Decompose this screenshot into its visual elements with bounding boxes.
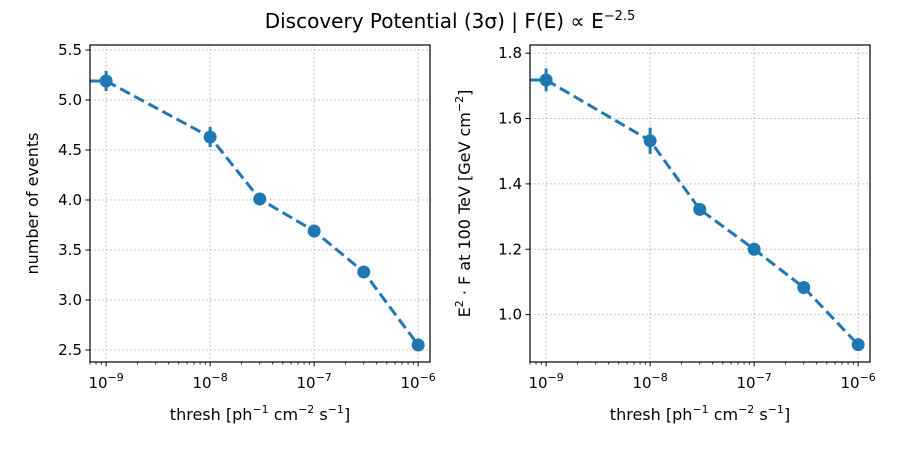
left-chart-panel: 10−9 10−8 10−7 10−6 2.5 3.0 3.5 4.0 4.5 5.0 5.5 thr… [23, 41, 436, 424]
data-point [693, 202, 707, 216]
data-point [797, 280, 811, 294]
x-tick-label: 10−8 [192, 371, 227, 392]
data-series [530, 68, 865, 352]
y-tick-label: 2.5 [58, 341, 82, 359]
data-point [851, 338, 865, 352]
y-tick-label: 1.6 [498, 110, 522, 128]
y-tick-label: 1.4 [498, 175, 522, 193]
x-axis-label: thresh [ph−1 cm−2 s−1] [170, 403, 350, 424]
data-point [203, 130, 217, 144]
series-line [105, 79, 420, 346]
data-point [253, 192, 267, 206]
x-tick-label: 10−7 [296, 371, 331, 392]
x-tick-label: 10−9 [88, 371, 123, 392]
series-line [545, 78, 860, 346]
y-tick-label: 4.0 [58, 191, 82, 209]
x-tick-label: 10−8 [632, 371, 667, 392]
y-tick-label: 1.8 [498, 44, 522, 62]
y-axis-label: number of events [23, 133, 42, 275]
data-point [539, 73, 553, 87]
data-point [357, 265, 371, 279]
right-chart-panel: 10−9 10−8 10−7 10−6 1.0 1.2 1.4 1.6 1.8 thresh [p… [453, 44, 876, 424]
y-tick-label: 3.5 [58, 241, 82, 259]
y-tick-label: 5.0 [58, 91, 82, 109]
axes-frame [529, 44, 871, 363]
x-tick-label: 10−7 [736, 371, 771, 392]
data-point [307, 224, 321, 238]
x-tick-label: 10−6 [400, 371, 435, 392]
y-tick-label: 1.0 [498, 306, 522, 324]
y-axis-label: E2 · F at 100 TeV [GeV cm−2] [453, 90, 474, 318]
x-tick-label: 10−9 [528, 371, 563, 392]
axes-frame [89, 44, 431, 363]
data-point [747, 242, 761, 256]
data-series [90, 71, 425, 352]
data-point [99, 74, 113, 88]
y-tick-label: 4.5 [58, 141, 82, 159]
figure-title: Discovery Potential (3σ) | F(E) ∝ E−2.5 [265, 9, 636, 33]
x-tick-label: 10−6 [840, 371, 875, 392]
y-tick-label: 5.5 [58, 41, 82, 59]
y-tick-label: 3.0 [58, 291, 82, 309]
x-axis-label: thresh [ph−1 cm−2 s−1] [610, 403, 790, 424]
y-tick-label: 1.2 [498, 240, 522, 258]
data-point [643, 134, 657, 148]
data-point [411, 338, 425, 352]
